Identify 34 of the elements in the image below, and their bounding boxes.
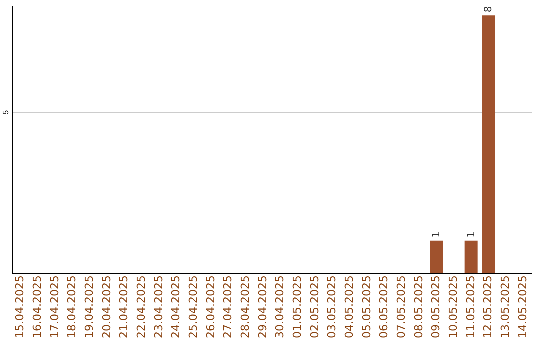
x-tick-label: 14.05.2025 <box>516 276 530 338</box>
x-tick-label: 06.05.2025 <box>378 276 391 338</box>
x-tick-label: 05.05.2025 <box>360 276 374 338</box>
x-tick-label: 08.05.2025 <box>412 276 426 338</box>
y-tick-label: 5 <box>2 110 10 115</box>
x-tick-label: 25.04.2025 <box>187 276 200 338</box>
x-tick-label: 20.04.2025 <box>100 276 114 338</box>
x-tick-label: 03.05.2025 <box>326 276 339 338</box>
x-tick-label: 28.04.2025 <box>239 276 252 338</box>
x-tick-label: 26.04.2025 <box>204 276 218 338</box>
x-tick-label: 09.05.2025 <box>430 276 443 338</box>
x-tick-label: 07.05.2025 <box>395 276 408 338</box>
x-tick-label: 10.05.2025 <box>447 276 460 338</box>
x-tick-label: 17.04.2025 <box>48 276 62 338</box>
x-tick-label: 02.05.2025 <box>308 276 322 338</box>
x-tick-label: 29.04.2025 <box>256 276 270 338</box>
x-tick-label: 19.04.2025 <box>83 276 96 338</box>
data-label: 1 <box>466 231 478 238</box>
x-tick-label: 15.04.2025 <box>14 276 27 338</box>
x-tick-label: 23.04.2025 <box>152 276 166 338</box>
x-tick-label: 22.04.2025 <box>135 276 148 338</box>
x-tick-label: 12.05.2025 <box>482 276 495 338</box>
x-tick-label: 13.05.2025 <box>499 276 512 338</box>
x-tick-label: 01.05.2025 <box>291 276 304 338</box>
x-tick-label: 16.04.2025 <box>31 276 44 338</box>
data-label: 8 <box>484 6 495 13</box>
x-tick-label: 18.04.2025 <box>66 276 79 338</box>
x-tick-label: 27.04.2025 <box>222 276 235 338</box>
x-tick-label: 24.04.2025 <box>170 276 183 338</box>
data-label: 1 <box>432 231 443 238</box>
x-tick-label: 30.04.2025 <box>274 276 287 338</box>
x-tick-label: 21.04.2025 <box>118 276 131 338</box>
x-tick-label: 11.05.2025 <box>464 276 478 338</box>
x-tick-label: 04.05.2025 <box>343 276 356 338</box>
